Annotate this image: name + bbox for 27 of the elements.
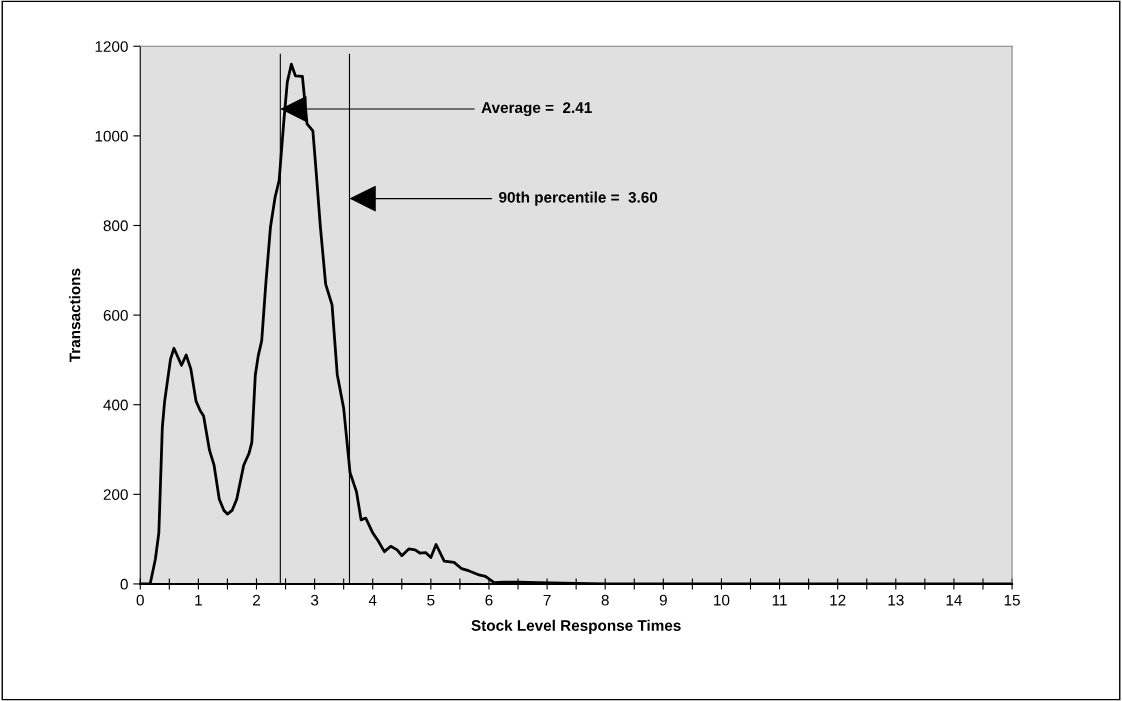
x-tick-label: 15 — [1004, 594, 1020, 606]
x-tick-label: 2 — [253, 594, 260, 606]
x-tick-label: 9 — [659, 594, 667, 606]
x-axis-title: Stock Level Response Times — [471, 619, 681, 634]
y-tick-label: 1000 — [95, 130, 128, 142]
annotation: Average = 2.41 — [481, 102, 592, 117]
x-tick-label: 7 — [543, 594, 551, 606]
x-tick-label: 6 — [485, 594, 493, 606]
x-tick-label: 3 — [310, 594, 319, 606]
x-tick-label: 1 — [195, 594, 202, 606]
y-tick-label: 600 — [103, 309, 128, 321]
x-tick-label: 10 — [714, 594, 730, 606]
x-tick-label: 0 — [136, 594, 144, 606]
x-tick-label: 11 — [772, 594, 787, 606]
x-tick-label: 4 — [368, 594, 377, 606]
y-tick-label: 400 — [103, 399, 128, 411]
annotation: 90th percentile = 3.60 — [499, 191, 658, 206]
y-tick-label: 0 — [120, 578, 128, 590]
x-tick-label: 8 — [601, 594, 609, 606]
y-axis-title: Transactions — [69, 268, 81, 363]
y-tick-label: 800 — [103, 220, 128, 232]
y-tick-label: 1200 — [95, 41, 128, 52]
x-tick-label: 12 — [830, 594, 846, 606]
x-tick-label: 14 — [946, 594, 962, 606]
x-tick-label: 5 — [427, 594, 435, 606]
x-tick-label: 13 — [888, 594, 904, 606]
y-tick-label: 200 — [103, 489, 128, 501]
